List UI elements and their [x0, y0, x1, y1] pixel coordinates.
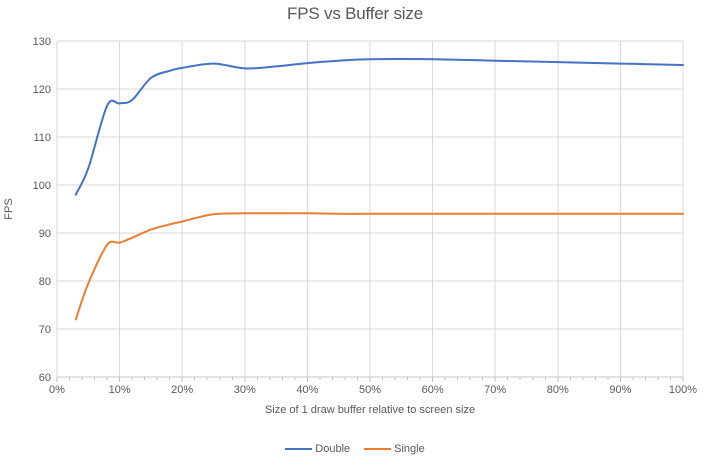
x-tick-label: 90%	[609, 384, 631, 396]
y-tick-label: 60	[39, 372, 51, 384]
x-tick-label: 100%	[669, 384, 697, 396]
y-tick-label: 80	[39, 276, 51, 288]
x-tick-label: 70%	[484, 384, 506, 396]
y-tick-label: 110	[33, 132, 51, 144]
x-tick-label: 60%	[422, 384, 444, 396]
y-tick-label: 120	[33, 84, 51, 96]
legend: Double Single	[0, 443, 710, 455]
x-tick-label: 50%	[359, 384, 381, 396]
y-tick-label: 70	[39, 324, 51, 336]
legend-label: Single	[394, 443, 425, 455]
x-tick-label: 10%	[109, 384, 131, 396]
chart-title: FPS vs Buffer size	[287, 4, 423, 23]
series-line-double	[74, 58, 684, 196]
legend-line-swatch	[285, 448, 313, 450]
x-tick-label: 0%	[49, 384, 65, 396]
y-tick-label: 100	[33, 180, 51, 192]
legend-item-double: Double	[285, 443, 350, 455]
x-tick-label: 20%	[171, 384, 193, 396]
x-tick-label: 80%	[547, 384, 569, 396]
legend-line-swatch	[364, 448, 392, 450]
x-axis-title: Size of 1 draw buffer relative to screen…	[264, 404, 476, 416]
y-tick-label: 90	[39, 228, 51, 240]
series-line-single	[74, 212, 684, 321]
x-tick-label: 40%	[296, 384, 318, 396]
y-tick-label: 130	[33, 36, 51, 48]
legend-item-single: Single	[364, 443, 425, 455]
x-tick-label: 30%	[234, 384, 256, 396]
legend-label: Double	[315, 443, 351, 455]
